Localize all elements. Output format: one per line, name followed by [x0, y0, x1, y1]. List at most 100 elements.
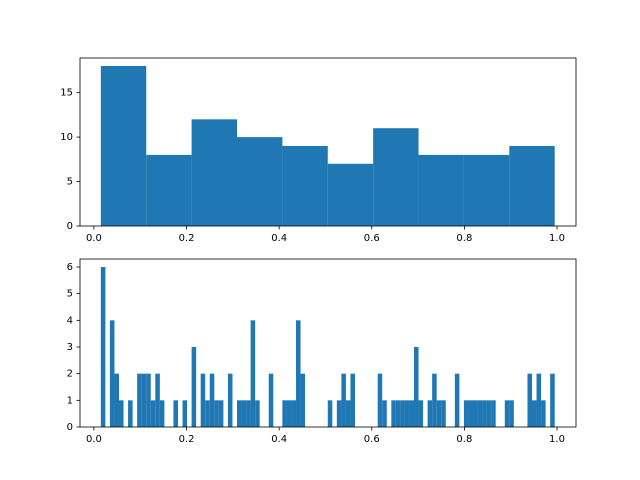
x-tick-label: 0.0: [86, 434, 102, 445]
histogram-bar: [236, 137, 283, 226]
histogram-bar: [345, 400, 351, 427]
histogram-bar: [246, 400, 251, 427]
histogram-bar: [118, 400, 124, 427]
histogram-bar: [550, 373, 555, 427]
histogram-bar: [414, 347, 419, 427]
histogram-bar: [241, 400, 247, 427]
histogram-bar: [418, 400, 424, 427]
x-tick-label: 1.0: [549, 434, 565, 445]
histogram-bar: [295, 320, 301, 427]
histogram-bar: [214, 400, 219, 427]
y-tick-label: 5: [67, 177, 73, 188]
histogram-bar: [200, 373, 206, 427]
x-tick-label: 0.6: [364, 233, 380, 244]
histogram-bar: [114, 373, 119, 427]
histogram-bar: [350, 373, 355, 427]
histogram-bar: [327, 400, 333, 427]
histogram-bar: [373, 128, 419, 226]
histogram-bar: [463, 154, 510, 226]
histogram-bar: [336, 400, 342, 427]
histogram-bar: [268, 373, 274, 427]
x-tick-label: 0.0: [86, 233, 102, 244]
histogram-bar: [128, 400, 133, 427]
histogram-bar: [182, 400, 188, 427]
histogram-bar: [100, 66, 147, 226]
histogram-bar: [463, 400, 469, 427]
histogram-bar: [404, 400, 410, 427]
histogram-bar: [391, 400, 396, 427]
x-tick-label: 0.2: [179, 434, 195, 445]
y-tick-label: 2: [67, 369, 73, 380]
histogram-bar: [109, 320, 115, 427]
y-tick-label: 0: [67, 221, 73, 232]
histogram-bar: [482, 400, 487, 427]
y-tick-label: 1: [67, 395, 73, 406]
y-tick-label: 0: [67, 422, 73, 433]
y-tick-label: 4: [67, 315, 73, 326]
axes-frame: [79, 258, 577, 428]
x-tick-label: 0.4: [271, 434, 287, 445]
histogram-bar: [441, 400, 446, 427]
histogram-bar: [418, 154, 464, 226]
histogram-bar: [377, 373, 383, 427]
histogram-bar: [236, 400, 242, 427]
histogram-bar: [137, 373, 142, 427]
histogram-bar: [477, 400, 483, 427]
y-tick-label: 10: [60, 132, 73, 143]
histogram-bar: [286, 400, 292, 427]
histogram-bar: [536, 373, 542, 427]
histogram-bar: [141, 373, 147, 427]
histogram-bar: [155, 373, 160, 427]
histogram-bar: [527, 373, 533, 427]
histogram-bar: [509, 146, 555, 226]
histogram-bar: [282, 146, 328, 226]
histogram-bar: [227, 373, 233, 427]
histogram-bar: [491, 400, 496, 427]
histogram-bar: [100, 267, 106, 427]
x-tick-label: 1.0: [549, 233, 565, 244]
y-tick-label: 15: [60, 88, 73, 99]
histogram-bar: [436, 400, 442, 427]
histogram-bar: [473, 400, 478, 427]
histogram-bar: [432, 373, 437, 427]
histogram-bar: [146, 154, 192, 226]
histogram-bar: [159, 400, 165, 427]
histogram-bar: [427, 400, 433, 427]
histogram-bar: [191, 119, 237, 226]
histogram-bar: [173, 400, 178, 427]
histogram-bar: [250, 320, 256, 427]
histogram-bar: [150, 400, 156, 427]
histogram-bar: [541, 400, 546, 427]
x-tick-label: 0.2: [179, 233, 195, 244]
histogram-bar: [146, 373, 151, 427]
histogram-bar: [382, 400, 387, 427]
histogram-bar: [509, 400, 514, 427]
histogram-bar: [409, 400, 415, 427]
y-tick-label: 6: [67, 262, 73, 273]
histogram-bar: [282, 400, 287, 427]
y-tick-label: 5: [67, 289, 73, 300]
histogram-bar: [291, 400, 296, 427]
histogram-bar: [532, 400, 537, 427]
y-tick-label: 3: [67, 342, 73, 353]
histogram-bar: [209, 373, 215, 427]
histogram-bar: [255, 400, 260, 427]
x-tick-label: 0.4: [271, 233, 287, 244]
histogram-bar: [454, 373, 460, 427]
x-tick-label: 0.6: [364, 434, 380, 445]
histogram-bar: [504, 400, 510, 427]
x-tick-label: 0.8: [456, 233, 472, 244]
histogram-bar: [341, 373, 346, 427]
axes-frame: [79, 57, 577, 227]
histogram-bar: [400, 400, 405, 427]
histogram-bar: [327, 163, 374, 226]
histogram-bar: [395, 400, 401, 427]
histogram-bar: [218, 400, 224, 427]
histogram-bar: [300, 373, 306, 427]
histogram-bar: [468, 400, 474, 427]
histogram-bar: [205, 400, 210, 427]
histogram-bar: [486, 400, 492, 427]
histogram-bar: [191, 347, 197, 427]
x-tick-label: 0.8: [456, 434, 472, 445]
